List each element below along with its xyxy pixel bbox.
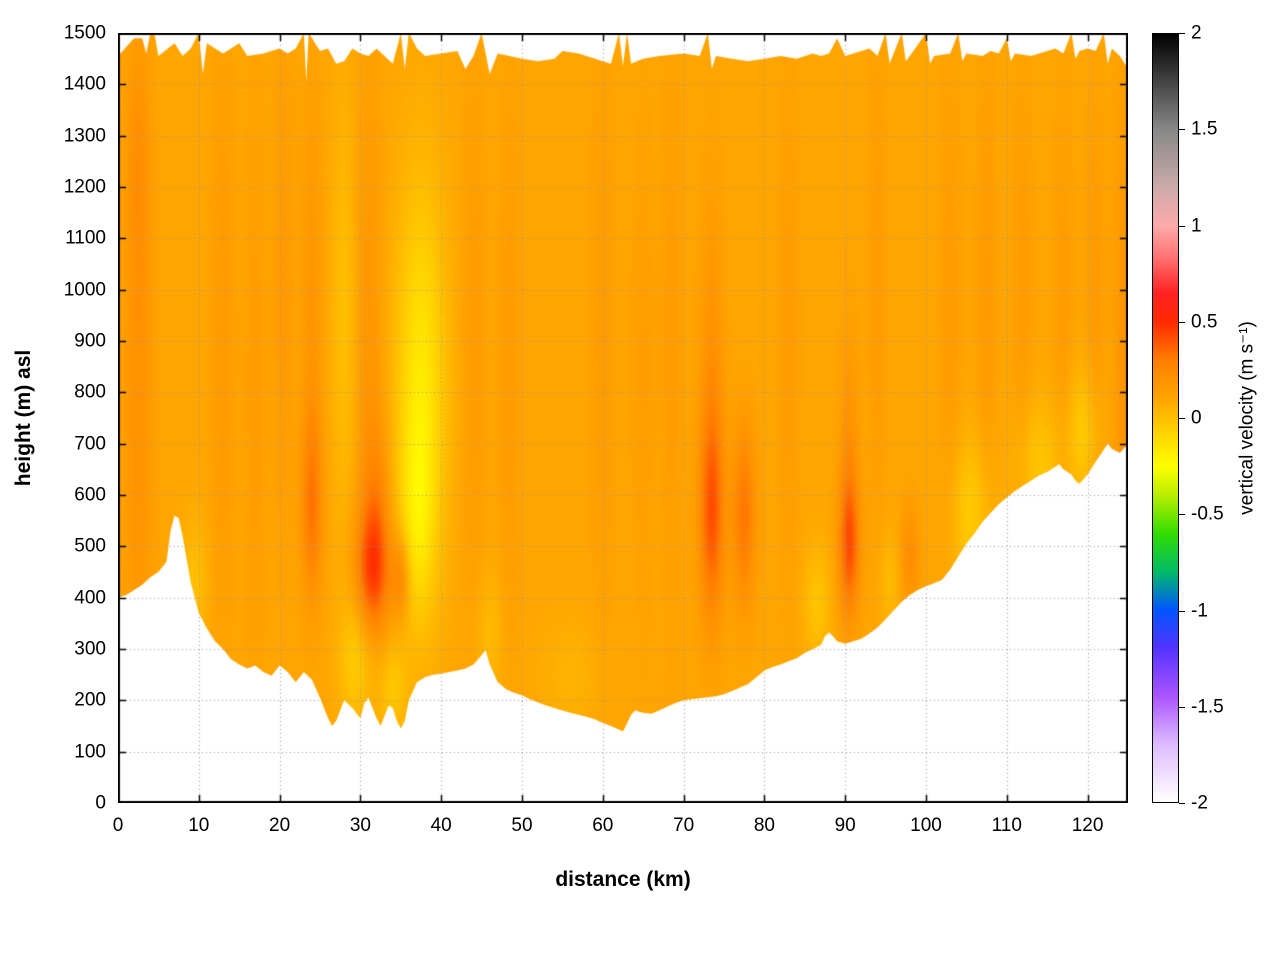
y-tick-label: 700 (74, 433, 106, 455)
colorbar-tick-label: -1 (1191, 600, 1208, 621)
colorbar-tick-label: 0.5 (1191, 311, 1218, 333)
x-tick-label: 20 (269, 815, 291, 836)
x-tick-label: 90 (834, 815, 856, 836)
colorbar-tick-label: 2 (1191, 22, 1202, 44)
colorbar-tick-mark (1179, 129, 1185, 130)
x-tick-label: 50 (511, 815, 533, 836)
y-tick-label: 200 (74, 689, 106, 711)
colorbar (1152, 33, 1179, 803)
y-tick-label: 600 (74, 484, 106, 506)
x-tick-label: 40 (430, 815, 452, 836)
y-tick-label: 900 (74, 330, 106, 352)
x-axis-title: distance (km) (555, 868, 691, 891)
x-tick-label: 10 (188, 815, 210, 836)
colorbar-tick-mark (1179, 514, 1185, 515)
x-tick-label: 110 (991, 815, 1022, 836)
colorbar-tick-mark (1179, 226, 1185, 227)
x-tick-label: 100 (910, 815, 942, 836)
colorbar-tick-mark (1179, 611, 1185, 612)
x-tick-label: 30 (349, 815, 371, 836)
y-axis-title: height (m) asl (12, 349, 35, 487)
x-tick-label: 70 (673, 815, 695, 836)
y-tick-label: 1300 (63, 125, 106, 147)
colorbar-tick-mark (1179, 418, 1185, 419)
colorbar-tick-mark (1179, 803, 1185, 804)
y-tick-label: 1100 (65, 227, 106, 249)
colorbar-tick-label: -2 (1191, 792, 1208, 814)
y-tick-label: 300 (74, 638, 106, 660)
colorbar-title: vertical velocity (m s⁻¹) (1236, 321, 1258, 515)
colorbar-tick-label: -1.5 (1191, 696, 1224, 718)
x-tick-label: 0 (112, 815, 124, 836)
y-tick-label: 1200 (63, 176, 106, 198)
colorbar-tick-label: 0 (1191, 407, 1202, 429)
y-tick-label: 1000 (63, 279, 106, 301)
colorbar-tick-label: 1.5 (1191, 118, 1218, 140)
y-tick-label: 800 (74, 381, 106, 403)
y-tick-label: 400 (74, 587, 106, 609)
colorbar-tick-mark (1179, 33, 1185, 34)
colorbar-tick-mark (1179, 707, 1185, 708)
x-tick-label: 60 (592, 815, 614, 836)
x-tick-label: 120 (1071, 815, 1104, 836)
y-tick-label: 500 (74, 535, 106, 557)
y-tick-label: 100 (74, 741, 106, 763)
colorbar-tick-label: 1 (1191, 215, 1202, 236)
colorbar-tick-label: -0.5 (1191, 503, 1224, 525)
colorbar-tick-mark (1179, 322, 1185, 323)
heatmap-canvas (118, 33, 1128, 803)
y-tick-label: 0 (95, 792, 106, 814)
x-tick-label: 80 (753, 815, 775, 836)
y-tick-label: 1500 (63, 22, 106, 44)
y-tick-label: 1400 (63, 73, 106, 95)
